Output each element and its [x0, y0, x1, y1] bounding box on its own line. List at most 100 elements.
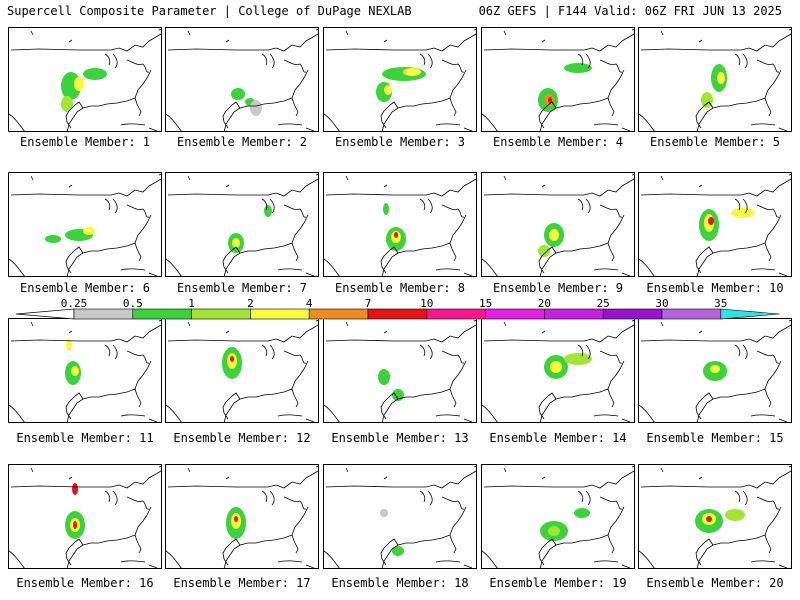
scp-contour: [548, 97, 552, 103]
parameter-map: [482, 173, 634, 276]
parameter-map: [639, 319, 791, 422]
coastline-border: [482, 465, 634, 568]
scp-contour: [71, 366, 79, 376]
coastline-border: [9, 173, 161, 276]
legend-color-bin: [720, 308, 780, 320]
parameter-map: [482, 465, 634, 568]
scp-contour: [230, 356, 234, 362]
scp-contour: [383, 203, 389, 215]
scp-contour: [538, 245, 550, 257]
parameter-map: [482, 319, 634, 422]
member-caption: Ensemble Member: 15: [646, 431, 784, 445]
parameter-map: [482, 28, 634, 131]
coastline-border: [324, 319, 476, 422]
parameter-map: [166, 28, 318, 131]
scp-contour: [264, 205, 272, 217]
legend-color-bin: [367, 308, 428, 320]
scp-contour: [708, 217, 714, 225]
member-caption: Ensemble Member: 10: [646, 281, 784, 295]
legend-tick-label: 30: [655, 297, 669, 310]
member-caption: Ensemble Member: 5: [649, 135, 781, 149]
member-map-panel: [8, 318, 162, 423]
legend-tick-label: 35: [714, 297, 728, 310]
member-map-panel: [638, 172, 792, 277]
scp-contour: [72, 483, 78, 495]
scp-contour: [384, 85, 392, 95]
member-caption: Ensemble Member: 20: [646, 576, 784, 590]
scp-contour: [380, 509, 388, 517]
member-map-panel: [323, 318, 477, 423]
coastline-border: [639, 173, 791, 276]
valid-time: 06Z GEFS | F144 Valid: 06Z FRI JUN 13 20…: [478, 4, 782, 18]
member-caption: Ensemble Member: 2: [176, 135, 308, 149]
parameter-map: [639, 465, 791, 568]
member-map-panel: [638, 464, 792, 569]
parameter-map: [9, 173, 161, 276]
coastline-border: [9, 28, 161, 131]
legend-color-bin: [426, 308, 486, 320]
member-map-panel: [481, 27, 635, 132]
scp-contour: [378, 369, 390, 385]
member-map-panel: [165, 27, 319, 132]
parameter-map: [9, 319, 161, 422]
coastline-border: [166, 28, 318, 131]
member-map-panel: [481, 172, 635, 277]
member-caption: Ensemble Member: 6: [19, 281, 151, 295]
legend-color-bin: [132, 308, 192, 320]
coastline-border: [324, 173, 476, 276]
parameter-map: [166, 173, 318, 276]
coastline-border: [166, 465, 318, 568]
coastline-border: [482, 173, 634, 276]
member-map-panel: [165, 318, 319, 423]
member-caption: Ensemble Member: 9: [492, 281, 624, 295]
legend-tick-label: 1: [188, 297, 195, 310]
legend-color-bin: [308, 308, 369, 320]
scp-contour: [549, 229, 559, 241]
coastline-border: [639, 465, 791, 568]
legend-color-bin: [73, 308, 134, 320]
legend-color-bin: [191, 308, 251, 320]
color-scale-legend: [15, 308, 780, 320]
member-map-panel: [8, 27, 162, 132]
coastline-border: [639, 319, 791, 422]
scp-contour: [725, 509, 745, 521]
parameter-map: [324, 465, 476, 568]
coastline-border: [166, 173, 318, 276]
member-map-panel: [323, 27, 477, 132]
parameter-map: [9, 28, 161, 131]
legend-tick-label: 2: [247, 297, 254, 310]
scp-contour: [231, 88, 245, 100]
coastline-border: [324, 28, 476, 131]
parameter-map: [639, 173, 791, 276]
coastline-border: [324, 465, 476, 568]
scp-contour: [710, 365, 720, 373]
legend-tick-label: 25: [596, 297, 610, 310]
scp-contour: [83, 227, 95, 235]
scp-contour: [706, 516, 712, 522]
coastline-border: [9, 319, 161, 422]
legend-color-bin: [250, 308, 310, 320]
scp-contour: [392, 546, 404, 556]
member-map-panel: [638, 318, 792, 423]
scp-contour: [394, 232, 398, 238]
member-map-panel: [165, 464, 319, 569]
legend-tick-label: 7: [364, 297, 372, 310]
scp-contour: [731, 208, 755, 218]
member-caption: Ensemble Member: 12: [173, 431, 311, 445]
coastline-border: [482, 319, 634, 422]
scp-contour: [548, 526, 560, 536]
member-map-panel: [8, 464, 162, 569]
parameter-map: [166, 319, 318, 422]
legend-tick-label: 0.25: [60, 297, 88, 310]
member-caption: Ensemble Member: 18: [331, 576, 469, 590]
parameter-map: [9, 465, 161, 568]
member-caption: Ensemble Member: 7: [176, 281, 308, 295]
legend-color-bin: [544, 308, 604, 320]
parameter-map: [166, 465, 318, 568]
scp-contour: [73, 521, 77, 529]
member-map-panel: [638, 27, 792, 132]
legend-tick-label: 4: [305, 297, 313, 310]
member-map-panel: [165, 172, 319, 277]
coastline-border: [482, 28, 634, 131]
member-map-panel: [481, 318, 635, 423]
